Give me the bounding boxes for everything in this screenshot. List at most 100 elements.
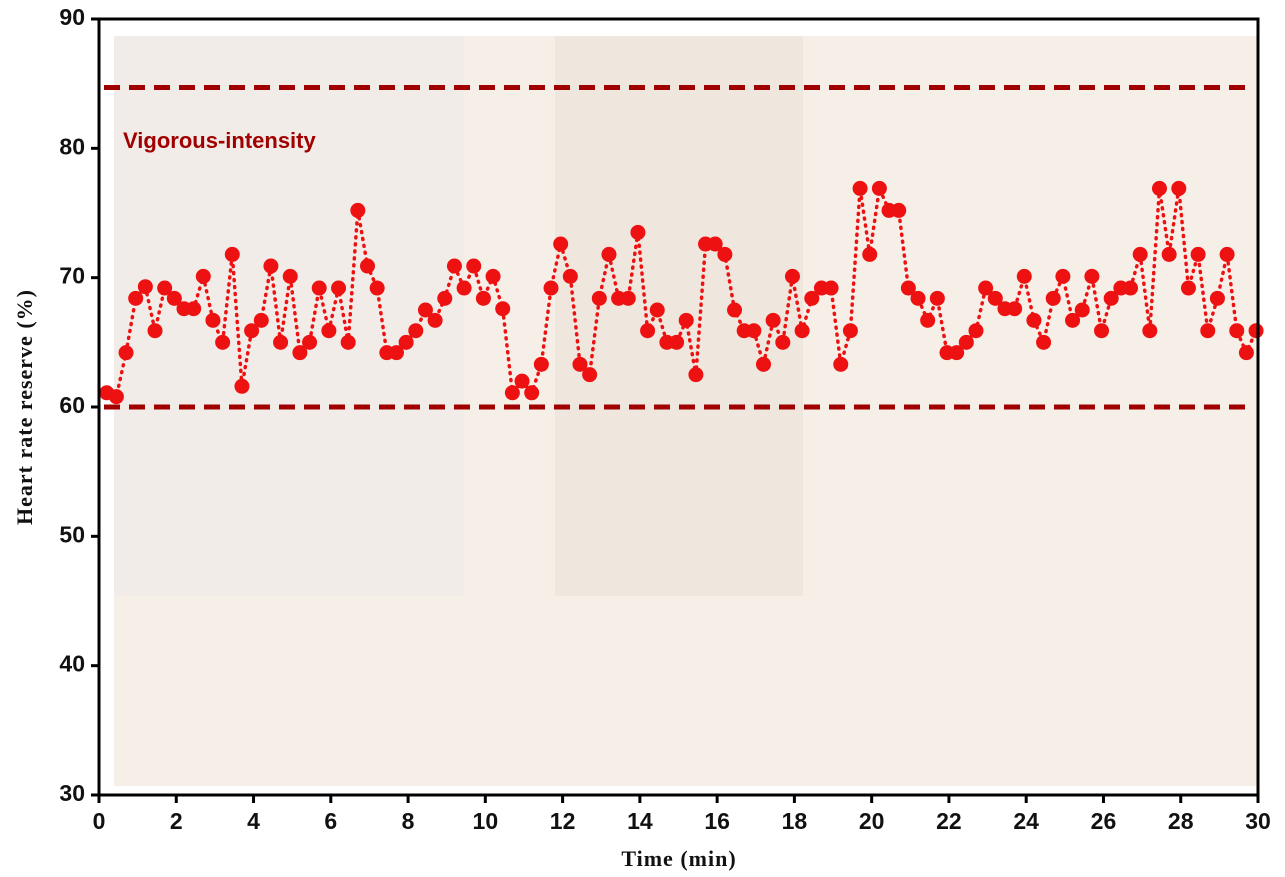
data-point [138, 279, 153, 294]
data-point [1055, 269, 1070, 284]
data-point [466, 259, 481, 274]
data-point [457, 281, 472, 296]
data-point [775, 335, 790, 350]
y-axis-title: Heart rate reserve (%) [12, 289, 37, 525]
data-point [862, 247, 877, 262]
data-point [1249, 323, 1264, 338]
x-axis-title: Time (min) [621, 846, 736, 871]
data-point [582, 367, 597, 382]
data-point [853, 181, 868, 196]
data-point [891, 203, 906, 218]
x-tick-label: 8 [402, 808, 415, 834]
data-point [505, 385, 520, 400]
data-point [119, 345, 134, 360]
data-point [360, 259, 375, 274]
y-tick-label: 90 [59, 4, 85, 30]
x-tick-label: 14 [627, 808, 653, 834]
data-point [563, 269, 578, 284]
data-point [640, 323, 655, 338]
data-point [872, 181, 887, 196]
data-point [1084, 269, 1099, 284]
data-point [321, 323, 336, 338]
data-point [601, 247, 616, 262]
x-tick-label: 22 [936, 808, 962, 834]
data-point [756, 357, 771, 372]
data-point [399, 335, 414, 350]
data-point [273, 335, 288, 350]
data-point [1229, 323, 1244, 338]
chart: Vigorous-intensity Time (min) Heart rate… [0, 0, 1285, 877]
data-point [679, 313, 694, 328]
data-point [515, 374, 530, 389]
data-point [1239, 345, 1254, 360]
data-point [534, 357, 549, 372]
data-point [486, 269, 501, 284]
x-tick-label: 2 [170, 808, 183, 834]
data-point [215, 335, 230, 350]
data-point [727, 303, 742, 318]
x-tick-label: 0 [93, 808, 106, 834]
x-tick-label: 4 [247, 808, 260, 834]
data-point [843, 323, 858, 338]
data-point [1075, 303, 1090, 318]
data-point [1026, 313, 1041, 328]
data-point [1133, 247, 1148, 262]
data-point [263, 259, 278, 274]
data-point [234, 379, 249, 394]
data-point [476, 291, 491, 306]
data-point [650, 303, 665, 318]
data-point [370, 281, 385, 296]
data-point [1017, 269, 1032, 284]
data-point [766, 313, 781, 328]
data-point [544, 281, 559, 296]
y-tick-label: 40 [59, 651, 85, 677]
data-point [128, 291, 143, 306]
data-point [312, 281, 327, 296]
data-point [1171, 181, 1186, 196]
data-point [341, 335, 356, 350]
y-tick-label: 30 [59, 780, 85, 806]
data-point [437, 291, 452, 306]
data-point [1181, 281, 1196, 296]
y-tick-label: 60 [59, 392, 85, 418]
data-point [1200, 323, 1215, 338]
annotation: Vigorous-intensity [123, 128, 316, 153]
data-point [196, 269, 211, 284]
data-point [1007, 301, 1022, 316]
x-tick-label: 28 [1168, 808, 1194, 834]
data-point [824, 281, 839, 296]
x-tick-label: 6 [324, 808, 337, 834]
data-point [1152, 181, 1167, 196]
y-tick-label: 70 [59, 263, 85, 289]
data-point [688, 367, 703, 382]
x-tick-label: 20 [859, 808, 885, 834]
data-point [669, 335, 684, 350]
background-door [555, 36, 803, 596]
data-point [833, 357, 848, 372]
y-tick-label: 80 [59, 133, 85, 159]
data-point [553, 237, 568, 252]
data-point [109, 389, 124, 404]
data-point [1162, 247, 1177, 262]
data-point [1046, 291, 1061, 306]
data-point [205, 313, 220, 328]
data-point [186, 301, 201, 316]
data-point [1220, 247, 1235, 262]
data-point [148, 323, 163, 338]
x-tick-label: 16 [704, 808, 730, 834]
data-point [930, 291, 945, 306]
data-point [1210, 291, 1225, 306]
data-point [495, 301, 510, 316]
data-point [1142, 323, 1157, 338]
data-point [968, 323, 983, 338]
data-point [428, 313, 443, 328]
data-point [225, 247, 240, 262]
data-point [746, 323, 761, 338]
data-point [447, 259, 462, 274]
data-point [331, 281, 346, 296]
data-point [592, 291, 607, 306]
data-point [350, 203, 365, 218]
data-point [630, 225, 645, 240]
x-tick-label: 30 [1245, 808, 1271, 834]
y-tick-label: 50 [59, 521, 85, 547]
